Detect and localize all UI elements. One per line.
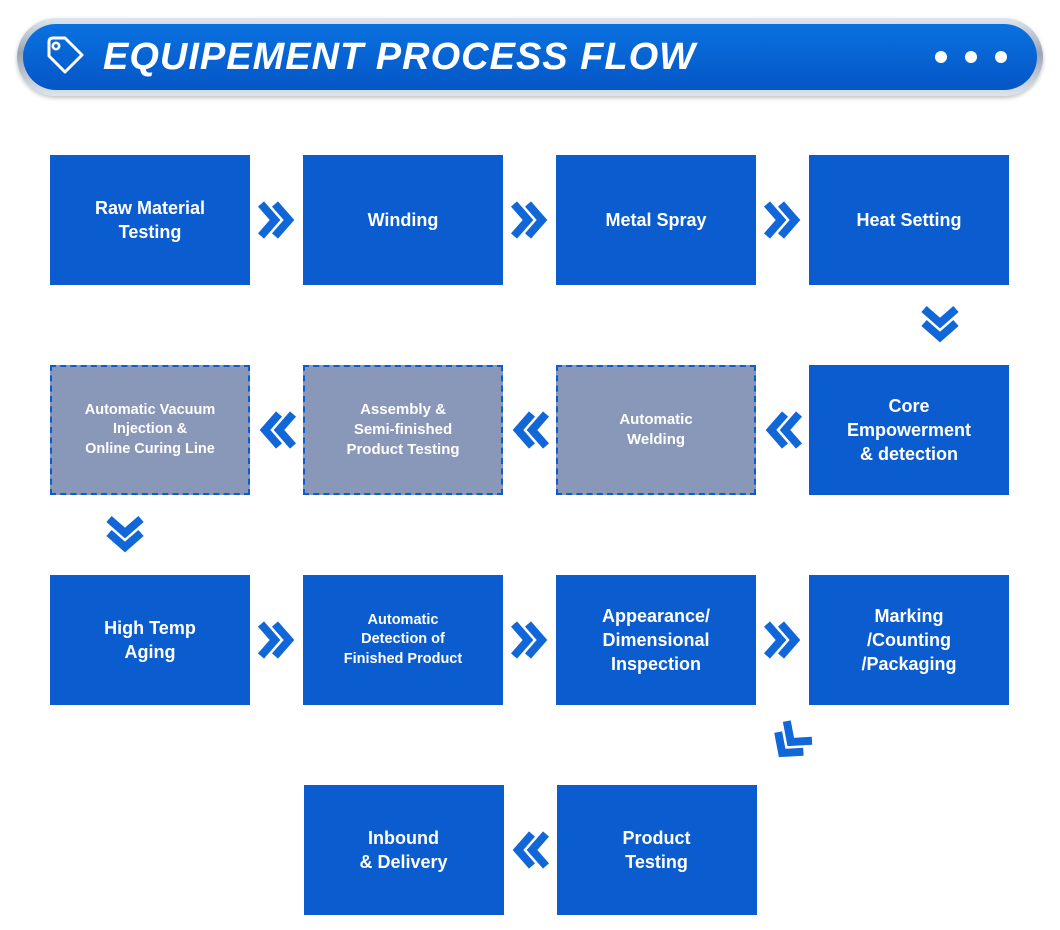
box-label: Raw MaterialTesting (95, 196, 205, 245)
arrow-right-icon (503, 200, 556, 240)
box-core-empowerment: CoreEmpowerment& detection (809, 365, 1009, 495)
box-label: Appearance/DimensionalInspection (602, 604, 710, 677)
arrow-down-icon (920, 305, 960, 350)
flow-row-2: Automatic VacuumInjection &Online Curing… (50, 365, 1010, 495)
arrow-right-icon (503, 620, 556, 660)
spacer (51, 785, 251, 915)
box-label: Metal Spray (605, 208, 706, 232)
box-automatic-welding: AutomaticWelding (556, 365, 756, 495)
box-auto-detection-finished: AutomaticDetection ofFinished Product (303, 575, 503, 705)
box-label: Assembly &Semi-finishedProduct Testing (346, 400, 459, 461)
dot-icon (965, 51, 977, 63)
process-flowchart: Raw MaterialTesting Winding Metal Spray … (50, 155, 1010, 915)
box-label: Automatic VacuumInjection &Online Curing… (85, 401, 216, 460)
box-high-temp-aging: High TempAging (50, 575, 250, 705)
arrow-left-icon (756, 410, 809, 450)
box-label: AutomaticWelding (619, 410, 692, 451)
arrow-right-icon (250, 200, 303, 240)
box-inbound-delivery: Inbound& Delivery (304, 785, 504, 915)
box-label: Winding (368, 208, 439, 232)
box-heat-setting: Heat Setting (809, 155, 1009, 285)
arrow-right-icon (756, 620, 809, 660)
arrow-left-icon (503, 410, 556, 450)
arrow-left-icon (504, 830, 557, 870)
box-marking-packaging: Marking/Counting/Packaging (809, 575, 1009, 705)
page-title: EQUIPEMENT PROCESS FLOW (103, 36, 935, 79)
flow-row-1: Raw MaterialTesting Winding Metal Spray … (50, 155, 1010, 285)
arrow-right-icon (250, 620, 303, 660)
arrow-down-left-icon (758, 715, 817, 775)
box-label: AutomaticDetection ofFinished Product (344, 611, 462, 670)
dot-icon (995, 51, 1007, 63)
box-label: High TempAging (104, 616, 196, 665)
box-label: Heat Setting (856, 208, 961, 232)
box-label: ProductTesting (622, 826, 690, 875)
flow-connector-1 (50, 285, 1010, 365)
box-label: Inbound& Delivery (359, 826, 447, 875)
box-winding: Winding (303, 155, 503, 285)
flow-connector-3 (50, 705, 1010, 785)
flow-connector-2 (50, 495, 1010, 575)
flow-row-3: High TempAging AutomaticDetection ofFini… (50, 575, 1010, 705)
box-raw-material-testing: Raw MaterialTesting (50, 155, 250, 285)
box-label: Marking/Counting/Packaging (861, 604, 956, 677)
box-appearance-inspection: Appearance/DimensionalInspection (556, 575, 756, 705)
arrow-left-icon (250, 410, 303, 450)
box-label: CoreEmpowerment& detection (847, 394, 971, 467)
arrow-right-icon (756, 200, 809, 240)
box-metal-spray: Metal Spray (556, 155, 756, 285)
box-assembly-testing: Assembly &Semi-finishedProduct Testing (303, 365, 503, 495)
box-product-testing: ProductTesting (557, 785, 757, 915)
spacer (810, 785, 1010, 915)
header-pill: EQUIPEMENT PROCESS FLOW (17, 18, 1043, 96)
header-dots (935, 51, 1007, 63)
arrow-down-icon (105, 515, 145, 560)
dot-icon (935, 51, 947, 63)
tag-icon (45, 35, 85, 80)
flow-row-4: Inbound& Delivery ProductTesting (50, 785, 1010, 915)
box-auto-vacuum-injection: Automatic VacuumInjection &Online Curing… (50, 365, 250, 495)
header-inner: EQUIPEMENT PROCESS FLOW (23, 24, 1037, 90)
